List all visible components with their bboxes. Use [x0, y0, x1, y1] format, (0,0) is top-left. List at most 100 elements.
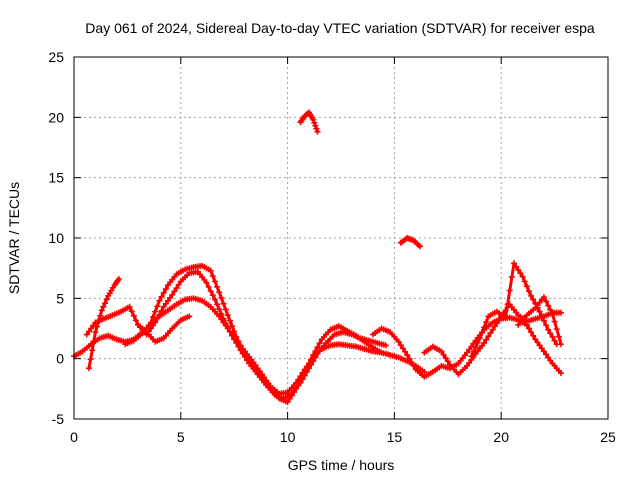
series-track-11: [515, 294, 564, 348]
data-point: [523, 283, 530, 290]
data-point: [311, 119, 318, 126]
data-point: [308, 356, 315, 363]
data-point: [224, 312, 231, 319]
data-point: [150, 314, 156, 320]
data-point: [95, 318, 102, 325]
data-point: [175, 281, 182, 288]
data-point: [293, 385, 300, 392]
data-point: [468, 353, 475, 360]
data-point: [246, 357, 253, 364]
data-point: [286, 395, 293, 402]
data-point: [515, 267, 522, 273]
y-tick-label: -5: [52, 411, 65, 427]
data-point: [216, 289, 223, 296]
data-point: [162, 300, 169, 307]
data-point: [438, 348, 445, 355]
data-point: [284, 399, 291, 406]
data-point: [558, 370, 564, 377]
data-point: [158, 307, 165, 314]
y-tick-label: 10: [48, 230, 64, 246]
x-tick-label: 5: [177, 429, 185, 445]
data-point: [295, 381, 302, 388]
data-point: [513, 263, 520, 270]
data-point: [154, 303, 161, 310]
data-point: [440, 351, 447, 358]
data-point: [540, 294, 547, 301]
data-point: [526, 325, 532, 332]
data-point: [543, 322, 550, 329]
data-point: [481, 324, 488, 331]
data-point: [97, 312, 104, 319]
grid: [74, 57, 608, 419]
x-tick-label: 20: [493, 429, 509, 445]
y-axis-label: SDTVAR / TECUs: [6, 182, 22, 294]
data-point: [222, 320, 229, 327]
data-point: [402, 348, 409, 355]
data-point: [233, 333, 240, 340]
data-point: [481, 340, 488, 346]
data-point: [237, 342, 244, 349]
data-point: [86, 365, 92, 372]
data-point: [538, 313, 545, 320]
data-point: [299, 373, 306, 380]
data-point: [216, 306, 223, 313]
data-point: [301, 368, 308, 375]
data-point: [558, 309, 564, 316]
data-point: [89, 347, 96, 354]
data-point: [470, 348, 477, 355]
data-point: [147, 319, 154, 326]
data-point: [158, 293, 165, 300]
data-point: [511, 260, 517, 267]
data-point: [291, 389, 297, 396]
y-tick-label: 25: [48, 49, 64, 65]
x-tick-label: 10: [280, 429, 296, 445]
data-point: [103, 296, 110, 303]
data-point: [87, 356, 94, 363]
series-track-7: [397, 235, 423, 250]
data-point: [555, 333, 562, 340]
data-point: [543, 298, 550, 305]
data-point: [549, 311, 556, 317]
data-point: [483, 318, 490, 325]
data-point: [310, 352, 317, 358]
data-point: [92, 329, 99, 336]
data-point: [410, 362, 417, 369]
data-point: [491, 323, 498, 330]
data-point: [235, 338, 242, 345]
data-point: [476, 335, 483, 342]
data-point: [209, 292, 216, 299]
data-point: [115, 276, 122, 282]
data-point: [218, 295, 225, 301]
data-point: [186, 313, 193, 320]
data-point: [472, 344, 479, 351]
data-point: [502, 314, 509, 321]
data-point: [244, 354, 250, 361]
data-point: [553, 326, 560, 333]
data-point: [226, 317, 233, 324]
series-track-4: [122, 262, 428, 406]
data-point: [154, 315, 161, 322]
data-point: [126, 303, 133, 310]
data-point: [241, 350, 248, 357]
data-point: [310, 116, 317, 123]
data-point: [528, 292, 535, 299]
data-point: [408, 359, 415, 366]
data-point: [545, 302, 552, 309]
data-point: [547, 306, 554, 313]
data-point: [551, 318, 558, 325]
data-point: [222, 306, 229, 313]
data-point: [229, 323, 236, 330]
data-point: [504, 301, 511, 308]
data-point: [288, 392, 295, 399]
data-point: [171, 288, 178, 295]
data-point: [506, 287, 513, 294]
data-point: [493, 320, 500, 327]
y-tick-label: 20: [48, 109, 64, 125]
data-point: [444, 358, 451, 365]
data-layer: [71, 109, 564, 406]
x-tick-label: 15: [387, 429, 403, 445]
data-point: [132, 317, 139, 324]
data-point: [508, 273, 515, 280]
data-point: [528, 329, 535, 336]
ticks: 0 5 10 15 20 25 -5 0 5 10 15 20 25: [48, 49, 616, 445]
